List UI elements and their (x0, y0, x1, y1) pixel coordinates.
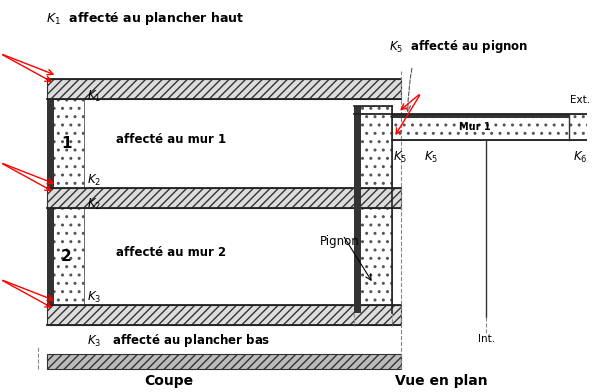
Text: $K_6$: $K_6$ (573, 150, 588, 165)
Bar (355, 107, 361, 313)
Text: $K_1$  affecté au plancher haut: $K_1$ affecté au plancher haut (46, 11, 244, 27)
Text: affecté au mur 2: affecté au mur 2 (116, 246, 227, 259)
Text: Pignon: Pignon (320, 235, 359, 248)
Text: $K_2$: $K_2$ (87, 173, 101, 189)
Text: $K_2$: $K_2$ (87, 197, 101, 212)
Text: Vue en plan: Vue en plan (395, 374, 488, 388)
Bar (47, 79, 53, 325)
Text: $K_3$: $K_3$ (87, 290, 101, 305)
Bar (47, 79, 401, 99)
Text: Mur 1: Mur 1 (459, 122, 490, 132)
Bar (392, 114, 569, 118)
Bar (47, 188, 401, 208)
Text: Ext.: Ext. (570, 94, 590, 105)
Bar (392, 114, 569, 140)
Text: 1: 1 (61, 136, 71, 151)
Bar (47, 305, 401, 325)
Bar (569, 114, 591, 140)
Text: $K_1$: $K_1$ (87, 89, 101, 104)
Text: $K_3$   affecté au plancher bas: $K_3$ affecté au plancher bas (87, 332, 270, 348)
Text: $K_5$  affecté au pignon: $K_5$ affecté au pignon (389, 38, 528, 55)
Text: affecté au mur 1: affecté au mur 1 (116, 133, 227, 146)
Text: $K_5$: $K_5$ (425, 150, 439, 165)
Text: 2: 2 (60, 249, 71, 264)
Bar (355, 107, 392, 313)
Text: Coupe: Coupe (144, 374, 193, 388)
Text: Int.: Int. (478, 334, 495, 344)
Text: $K_5$: $K_5$ (393, 150, 407, 165)
Bar (47, 354, 401, 369)
Bar (47, 79, 84, 325)
